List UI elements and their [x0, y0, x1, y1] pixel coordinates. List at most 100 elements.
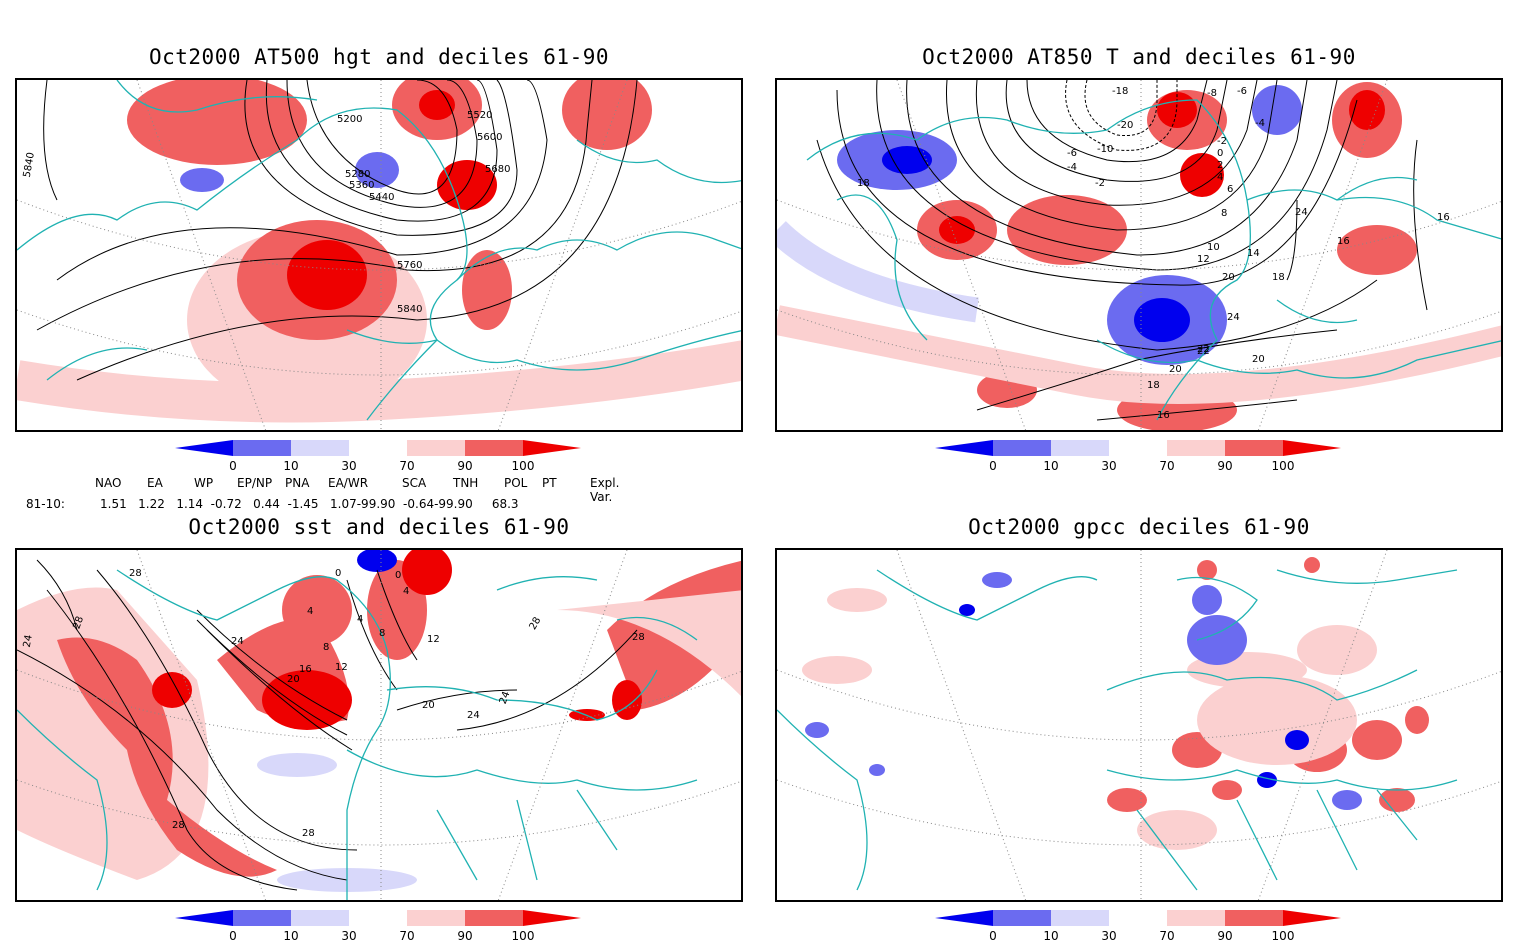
contour-label: 8	[323, 642, 329, 653]
colorbar-arrow-high	[523, 440, 581, 456]
colorbar-swatch	[1109, 910, 1167, 926]
contour-label: 5600	[477, 132, 502, 143]
contour-label: 22	[1197, 344, 1210, 355]
colorbar-tick-label: 70	[1159, 929, 1175, 943]
contour-label: 18	[1147, 380, 1160, 391]
contour-label: 20	[1222, 272, 1235, 283]
colorbar-tick-label: 100	[1271, 929, 1295, 943]
colorbar-top-left: 0 10 30 70 90 100	[175, 439, 585, 477]
contour-label: 22	[1197, 346, 1210, 357]
panel-title-t850: Oct2000 AT850 T and deciles 61-90	[922, 45, 1356, 69]
colorbar-tick-label: 90	[1217, 929, 1233, 943]
contour-label: 8	[379, 628, 385, 639]
colorbar-swatch	[465, 440, 523, 456]
contour-label: 0	[1217, 148, 1223, 159]
colorbar-swatch	[233, 910, 291, 926]
index-header: EP/NP	[237, 476, 273, 490]
contour-label: 20	[1169, 364, 1182, 375]
contour-label: -6	[1067, 148, 1077, 159]
index-header: EA/WR	[328, 476, 369, 490]
contour-label: 24	[498, 690, 513, 706]
contour-label: -2	[1217, 136, 1227, 147]
colorbar-tick-label: 70	[1159, 459, 1175, 473]
index-header: NAO	[95, 476, 122, 490]
contour-label: 28	[528, 615, 544, 632]
colorbar-swatch	[1225, 440, 1283, 456]
colorbar-swatch	[1051, 440, 1109, 456]
panel-title-sst: Oct2000 sst and deciles 61-90	[188, 515, 570, 539]
contour-label: 28	[172, 820, 185, 831]
colorbar-tick-label: 100	[511, 929, 535, 943]
colorbar-tick-label: 90	[457, 459, 473, 473]
contour-label: -4	[1067, 162, 1077, 173]
contour-label: 20	[1252, 354, 1265, 365]
map-t850-graphic: -18 -8 -6 -4 -2 0 2 4 6 8 10 12 14 16 16…	[777, 80, 1501, 430]
contour-label: 12	[1197, 254, 1210, 265]
contour-label: 8	[1221, 208, 1227, 219]
contour-label: 28	[129, 568, 142, 579]
contour-label: -6	[1237, 86, 1247, 97]
colorbar-tick-label: 30	[341, 459, 357, 473]
colorbar-tick-label: 10	[1043, 459, 1059, 473]
contour-label: 5360	[349, 180, 374, 191]
contour-label: 16	[1157, 410, 1170, 421]
panel-title-hgt: Oct2000 AT500 hgt and deciles 61-90	[148, 45, 609, 69]
contour-label: 20	[422, 700, 435, 711]
colorbar-arrow-low	[935, 440, 993, 456]
colorbar-swatches	[935, 910, 1341, 926]
colorbar-swatches	[175, 440, 581, 456]
colorbar-tick-label: 70	[399, 929, 415, 943]
colorbar-tick-label: 0	[229, 459, 237, 473]
colorbar-tick-label: 10	[283, 459, 299, 473]
colorbar-swatch	[233, 440, 291, 456]
contour-label: 24	[231, 636, 244, 647]
contour-label: 0	[395, 570, 401, 581]
contour-label: 5280	[345, 169, 370, 180]
colorbar-swatch	[349, 910, 407, 926]
colorbar-tick-label: 100	[511, 459, 535, 473]
map-hgt-graphic: 5200 5280 5360 5440 5520 5600 5680 5760 …	[17, 80, 741, 430]
colorbar-swatch	[1225, 910, 1283, 926]
contour-label: 24	[22, 634, 35, 648]
colorbar-tick-label: 0	[229, 929, 237, 943]
contour-label: 4	[403, 586, 409, 597]
contour-label: 24	[1295, 207, 1308, 218]
map-panel-sst: 28 24 28 0 0 4 4 8 4 8 12 16 20 24 12 20…	[15, 548, 743, 902]
contour-label: 5840	[22, 151, 37, 178]
index-row-label: 81-10:	[26, 497, 65, 511]
index-header: EA	[147, 476, 163, 490]
colorbar-tick-label: 100	[1271, 459, 1295, 473]
contour-label: 28	[632, 632, 645, 643]
contour-label: 14	[1247, 248, 1260, 259]
contour-label: 24	[1227, 312, 1240, 323]
colorbar-tick-label: 10	[1043, 929, 1059, 943]
contour-label: 18	[857, 178, 870, 189]
contour-label: 4	[1217, 172, 1223, 183]
contour-label: 5440	[369, 192, 394, 203]
contour-label: 4	[307, 606, 313, 617]
contour-label: 5840	[397, 304, 422, 315]
contour-label: 16	[1437, 212, 1450, 223]
contour-label: -4	[1255, 118, 1265, 129]
map-panel-t850: -18 -8 -6 -4 -2 0 2 4 6 8 10 12 14 16 16…	[775, 78, 1503, 432]
contour-label: 4	[357, 614, 363, 625]
contour-label: 24	[467, 710, 480, 721]
colorbar-arrow-high	[523, 910, 581, 926]
colorbar-arrow-low	[935, 910, 993, 926]
contour-label: 0	[335, 568, 341, 579]
colorbar-tick-label: 0	[989, 459, 997, 473]
colorbar-tick-label: 30	[1101, 459, 1117, 473]
colorbar-swatch	[407, 910, 465, 926]
contour-label: 16	[299, 664, 312, 675]
colorbar-swatch	[1051, 910, 1109, 926]
colorbar-arrow-low	[175, 910, 233, 926]
colorbar-tick-label: 30	[1101, 929, 1117, 943]
colorbar-bottom-left: 0 10 30 70 90 100	[175, 909, 585, 947]
contour-label: 28	[302, 828, 315, 839]
contour-label: -20	[1117, 120, 1133, 131]
contour-label: 5200	[337, 114, 362, 125]
panel-title-gpcc: Oct2000 gpcc deciles 61-90	[968, 515, 1310, 539]
contour-label: 12	[427, 634, 440, 645]
colorbar-swatch	[993, 440, 1051, 456]
contour-label: 12	[335, 662, 348, 673]
